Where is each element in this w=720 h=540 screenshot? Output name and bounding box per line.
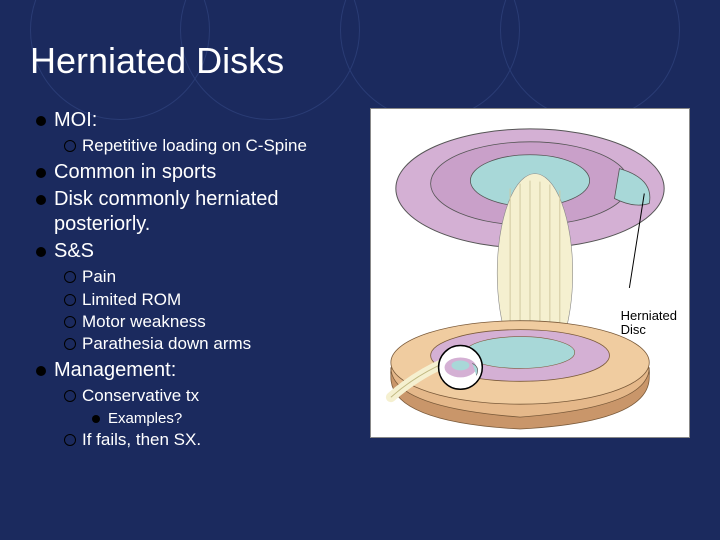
subsub-bullet: Examples? bbox=[92, 409, 356, 429]
illustration-label: Herniated Disc bbox=[621, 309, 677, 338]
sub-bullet: Repetitive loading on C-Spine bbox=[64, 135, 356, 156]
sub-bullet: Pain bbox=[64, 266, 356, 287]
sub-bullet: Parathesia down arms bbox=[64, 333, 356, 354]
image-column: Herniated Disc bbox=[370, 108, 690, 454]
sub-bullet: Conservative tx Examples? bbox=[64, 385, 356, 428]
bullet-common: Common in sports bbox=[36, 160, 356, 185]
bullet-label: MOI: bbox=[54, 109, 97, 131]
text-column: MOI: Repetitive loading on C-Spine Commo… bbox=[30, 108, 356, 454]
bullet-list: MOI: Repetitive loading on C-Spine Commo… bbox=[30, 108, 356, 450]
bullet-label: S&S bbox=[54, 240, 94, 262]
sub-bullet: Limited ROM bbox=[64, 289, 356, 310]
bullet-posteriorly: Disk commonly herniated posteriorly. bbox=[36, 187, 356, 237]
herniated-disc-illustration: Herniated Disc bbox=[370, 108, 690, 438]
bullet-ss: S&S Pain Limited ROM Motor weakness Para… bbox=[36, 239, 356, 354]
bullet-label: Management: bbox=[54, 359, 176, 381]
sub-bullet: If fails, then SX. bbox=[64, 429, 356, 450]
bullet-moi: MOI: Repetitive loading on C-Spine bbox=[36, 108, 356, 156]
columns: MOI: Repetitive loading on C-Spine Commo… bbox=[30, 108, 690, 454]
label-line: Herniated bbox=[621, 308, 677, 323]
slide-content: Herniated Disks MOI: Repetitive loading … bbox=[0, 0, 720, 454]
slide-title: Herniated Disks bbox=[30, 40, 690, 82]
label-line: Disc bbox=[621, 322, 646, 337]
sub-bullet: Motor weakness bbox=[64, 311, 356, 332]
sub-label: Conservative tx bbox=[82, 386, 199, 405]
bullet-mgmt: Management: Conservative tx Examples? If… bbox=[36, 358, 356, 450]
